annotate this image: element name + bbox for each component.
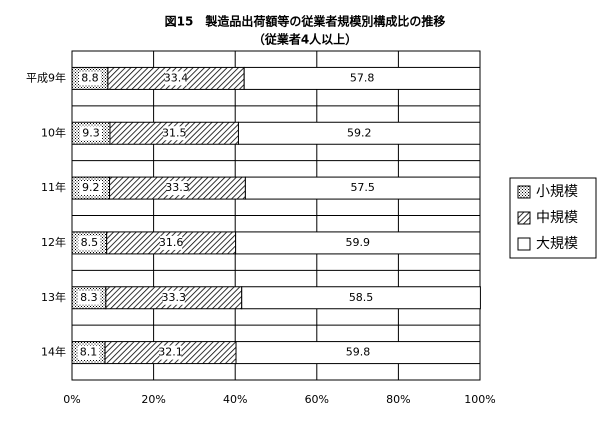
x-tick-label: 40% xyxy=(223,393,247,406)
data-label: 33.4 xyxy=(164,71,189,84)
data-label: 33.3 xyxy=(165,181,190,194)
label-bg xyxy=(162,290,185,305)
label-bg xyxy=(77,345,100,360)
label-bg xyxy=(79,181,102,196)
label-bg xyxy=(166,181,189,196)
y-tick-label: 10年 xyxy=(41,125,66,139)
label-bg xyxy=(77,290,100,305)
legend-text: 大規模 xyxy=(536,236,578,252)
data-label: 59.8 xyxy=(346,346,371,359)
chart-title: 図15 製造品出荷額等の従業者規模別構成比の推移 xyxy=(165,14,446,29)
y-tick-label: 12年 xyxy=(41,235,66,249)
x-tick-label: 60% xyxy=(305,393,329,406)
x-tick-label: 0% xyxy=(63,393,80,406)
data-label: 57.5 xyxy=(350,181,375,194)
data-label: 8.8 xyxy=(81,71,99,84)
y-tick-label: 11年 xyxy=(41,180,66,194)
legend-swatch xyxy=(517,211,531,225)
label-bg xyxy=(163,126,186,141)
data-label: 33.3 xyxy=(162,291,187,304)
data-label: 9.2 xyxy=(82,181,100,194)
data-label: 58.5 xyxy=(349,291,374,304)
y-tick-label: 13年 xyxy=(41,290,66,304)
label-bg xyxy=(79,126,102,141)
label-bg xyxy=(159,345,182,360)
x-tick-label: 80% xyxy=(386,393,410,406)
y-tick-label: 平成9年 xyxy=(26,70,66,84)
data-label: 9.3 xyxy=(82,126,100,139)
legend-text: 小規模 xyxy=(536,184,578,200)
bar-segment xyxy=(243,66,481,90)
x-tick-label: 100% xyxy=(464,393,495,406)
x-tick-label: 20% xyxy=(141,393,165,406)
bar-segment xyxy=(235,341,481,365)
legend-swatch xyxy=(517,185,531,199)
bar-segment xyxy=(235,231,481,255)
label-bg xyxy=(165,71,188,86)
label-bg xyxy=(160,235,183,250)
bar-segment xyxy=(241,286,481,310)
data-label: 8.5 xyxy=(81,236,99,249)
data-label: 57.8 xyxy=(350,71,375,84)
bar-segment xyxy=(244,176,481,200)
data-label: 31.5 xyxy=(162,126,187,139)
legend-swatch xyxy=(517,237,531,251)
data-label: 32.1 xyxy=(158,346,183,359)
data-label: 31.6 xyxy=(159,236,184,249)
chart-subtitle: （従業者4人以上） xyxy=(253,32,357,47)
data-label: 59.9 xyxy=(346,236,371,249)
bar-segment xyxy=(237,121,481,145)
label-bg xyxy=(78,235,101,250)
data-label: 8.1 xyxy=(80,346,98,359)
data-label: 59.2 xyxy=(347,126,372,139)
legend-text: 中規模 xyxy=(536,210,578,226)
y-tick-label: 14年 xyxy=(41,345,66,359)
data-label: 8.3 xyxy=(80,291,98,304)
label-bg xyxy=(78,71,101,86)
